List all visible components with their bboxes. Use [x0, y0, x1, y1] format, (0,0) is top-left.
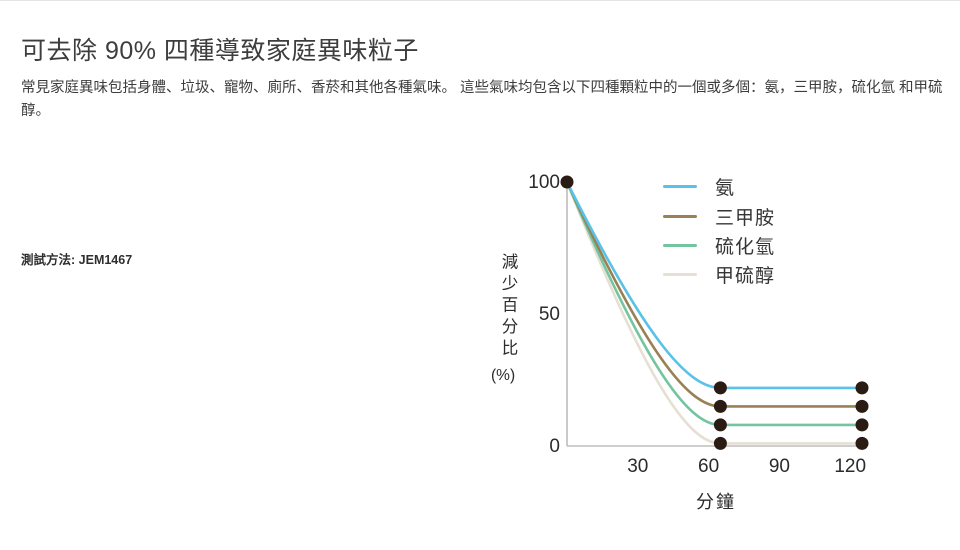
legend-label: 氨	[715, 178, 736, 200]
cigarette-icon	[381, 154, 449, 222]
odor-reduction-chart: 減少百分比 (%) 分鐘 氨三甲胺硫化氫甲硫醇 30 60 90 120 100 50 0	[480, 150, 960, 520]
x-tick: 60	[698, 456, 720, 477]
garbage-icon	[114, 154, 182, 222]
y-tick: 0	[549, 435, 560, 457]
y-tick: 50	[538, 303, 560, 325]
test-method-label: 測試方法:	[21, 252, 76, 267]
x-tick: 120	[834, 456, 867, 477]
legend-item: 硫化氫	[663, 231, 775, 260]
legend-label: 甲硫醇	[715, 266, 776, 288]
odor-source-icons	[25, 154, 449, 222]
test-method: 測試方法: JEM1467	[21, 249, 132, 268]
legend-swatch	[663, 243, 697, 247]
test-method-value: JEM1467	[78, 252, 133, 267]
legend-label: 三甲胺	[715, 207, 776, 229]
x-axis-label: 分鐘	[696, 492, 736, 512]
pets-icon	[203, 154, 271, 222]
body-odor-icon	[25, 154, 93, 222]
page-title: 可去除 90% 四種導致家庭異味粒子	[21, 36, 419, 65]
chart-legend: 氨三甲胺硫化氫甲硫醇	[663, 172, 775, 290]
top-divider	[0, 0, 960, 1]
y-axis-unit: (%)	[491, 367, 516, 384]
toilet-icon	[292, 154, 360, 222]
legend-swatch	[663, 273, 697, 277]
legend-item: 甲硫醇	[663, 260, 775, 289]
x-tick: 30	[627, 456, 649, 477]
legend-swatch	[663, 185, 697, 189]
x-tick: 90	[768, 456, 790, 477]
page-description: 常見家庭異味包括身體、垃圾、寵物、廁所、香菸和其他各種氣味。 這些氣味均包含以下…	[21, 79, 943, 120]
y-tick: 100	[528, 171, 560, 193]
legend-item: 三甲胺	[663, 201, 775, 230]
y-axis-label: 減少百分比	[499, 253, 517, 361]
legend-label: 硫化氫	[715, 236, 776, 258]
legend-swatch	[663, 214, 697, 218]
legend-item: 氨	[663, 172, 775, 201]
chart-plot-area	[560, 175, 869, 450]
